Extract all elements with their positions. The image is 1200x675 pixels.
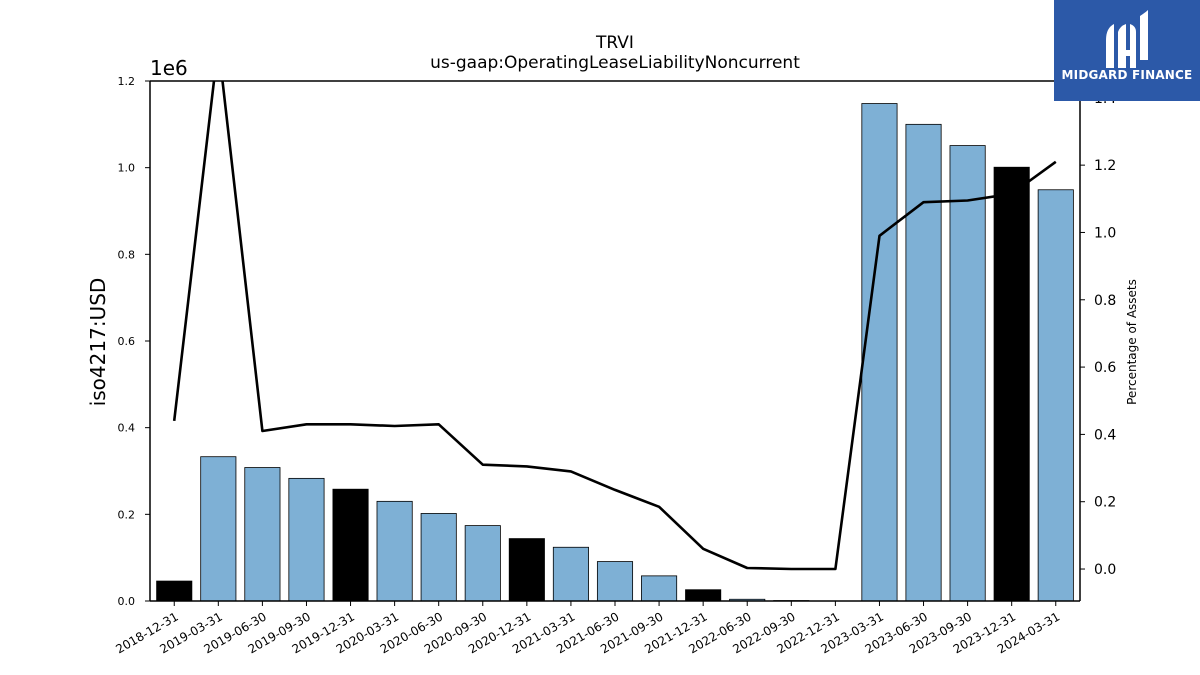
bar-2024-03-31 bbox=[1037, 189, 1074, 601]
y2-tick-label: 0.2 bbox=[1094, 495, 1116, 511]
bar-2020-09-30 bbox=[464, 525, 501, 601]
bars bbox=[156, 103, 1074, 601]
bar-2019-12-31 bbox=[332, 488, 369, 601]
bar-2023-09-30 bbox=[949, 145, 986, 601]
y2-tick-label: 1.2 bbox=[1094, 158, 1116, 174]
y2-tick-label: 0.0 bbox=[1094, 562, 1116, 578]
y-tick-label: 1.2 bbox=[118, 75, 136, 88]
y2-tick-label: 1.0 bbox=[1094, 225, 1116, 241]
y2-tick-label: 0.8 bbox=[1094, 293, 1116, 309]
bar-2020-12-31 bbox=[508, 538, 545, 601]
logo-text: MIDGARD FINANCE bbox=[1061, 68, 1193, 82]
y-tick-label: 0.0 bbox=[118, 595, 136, 608]
bar-2021-06-30 bbox=[596, 561, 634, 601]
x-axis-ticks: 2018-12-312019-03-312019-06-302019-09-30… bbox=[113, 601, 1062, 656]
bar-2021-03-31 bbox=[552, 546, 589, 601]
y-axis-offset-label: 1e6 bbox=[150, 56, 188, 80]
bar-2019-09-30 bbox=[288, 477, 325, 601]
bar-2020-06-30 bbox=[420, 513, 457, 601]
chart-title: TRVI bbox=[595, 33, 634, 53]
bar-2020-03-31 bbox=[376, 500, 413, 601]
right-axis-ticks: 0.00.20.40.60.81.01.21.4 bbox=[1080, 91, 1116, 578]
y-axis-label: iso4217:USD bbox=[86, 278, 110, 407]
bar-2023-12-31 bbox=[993, 166, 1030, 601]
chart-subtitle: us-gaap:OperatingLeaseLiabilityNoncurren… bbox=[430, 53, 800, 73]
bar-2023-03-31 bbox=[861, 103, 898, 601]
bar-2019-06-30 bbox=[244, 467, 281, 601]
percentage-of-assets-line bbox=[172, 81, 1057, 571]
bar-2018-12-31 bbox=[156, 580, 193, 601]
bar-2021-09-30 bbox=[641, 575, 678, 601]
y-tick-label: 0.8 bbox=[118, 248, 136, 261]
bar-2021-12-31 bbox=[685, 589, 722, 601]
y-tick-label: 0.6 bbox=[118, 335, 136, 348]
y-tick-label: 0.2 bbox=[118, 508, 136, 521]
percentage-line-series bbox=[172, 81, 1057, 571]
logo-mark-icon bbox=[1106, 10, 1148, 68]
left-axis-ticks: 0.0 0.2 0.4 0.6 0.8 1.0 1.2 bbox=[118, 75, 150, 608]
y2-axis-label: Percentage of Assets bbox=[1125, 279, 1139, 405]
y2-tick-label: 0.4 bbox=[1094, 427, 1116, 443]
y-tick-label: 1.0 bbox=[118, 162, 136, 175]
y-tick-label: 0.4 bbox=[118, 422, 136, 435]
y2-tick-label: 0.6 bbox=[1094, 360, 1116, 376]
bar-2023-06-30 bbox=[905, 123, 942, 601]
bar-2019-03-31 bbox=[200, 456, 237, 601]
midgard-finance-logo: MIDGARD FINANCE bbox=[1054, 0, 1200, 101]
